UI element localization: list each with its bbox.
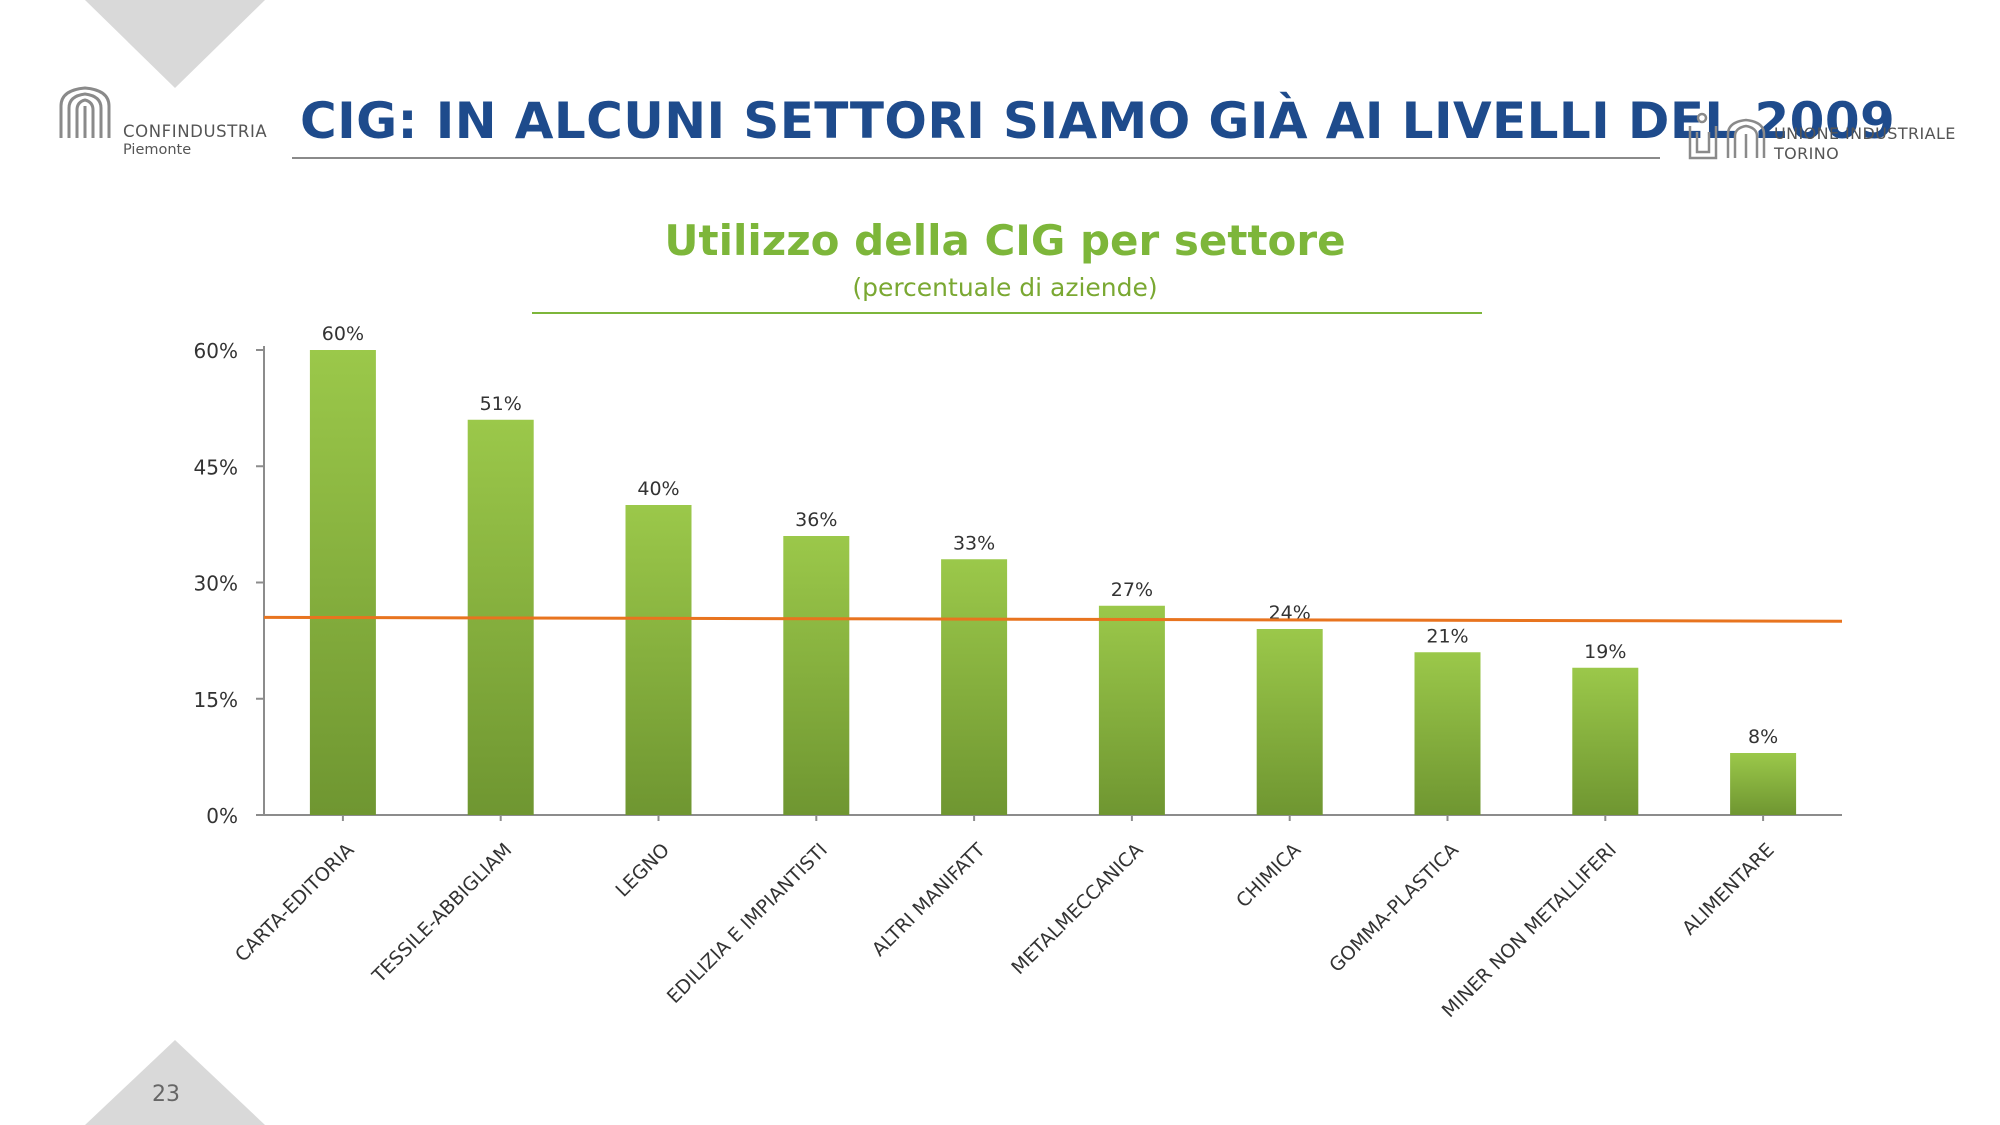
- data-label: 21%: [1426, 625, 1468, 647]
- confindustria-emblem-icon: [59, 86, 111, 138]
- slide-title: CIG: IN ALCUNI SETTORI SIAMO GIÀ AI LIVE…: [300, 92, 1896, 150]
- category-label: METALMECCANICA: [1007, 839, 1147, 979]
- title-divider: [292, 157, 1660, 159]
- bar: [783, 536, 850, 815]
- data-label: 60%: [322, 323, 364, 345]
- y-tick-label: 60%: [194, 339, 238, 363]
- data-label: 8%: [1748, 726, 1778, 748]
- page-number: 23: [152, 1082, 180, 1107]
- unione-industriale-emblem-icon: [1688, 112, 1766, 160]
- top-corner-triangle: [85, 0, 265, 88]
- confindustria-region: Piemonte: [123, 142, 192, 158]
- chart-title-divider: [532, 312, 1482, 314]
- data-label: 51%: [480, 393, 522, 415]
- y-tick-label: 0%: [206, 804, 238, 828]
- category-label: MINER NON METALLIFERI: [1438, 839, 1621, 1022]
- bar: [1098, 605, 1165, 815]
- category-label: CARTA-EDITORIA: [231, 839, 358, 966]
- chart-subtitle: (percentuale di aziende): [852, 273, 1158, 302]
- bar: [1572, 667, 1639, 815]
- y-tick-label: 15%: [194, 688, 238, 712]
- category-label: GOMMA-PLASTICA: [1325, 839, 1463, 977]
- data-label: 40%: [637, 478, 679, 500]
- bar: [625, 505, 692, 815]
- bottom-corner-triangle: [85, 1040, 265, 1125]
- category-label: ALTRI MANIFATT: [868, 839, 990, 961]
- average-reference-line: [263, 615, 1843, 623]
- category-label: LEGNO: [611, 839, 674, 902]
- data-label: 27%: [1111, 579, 1153, 601]
- unione-industriale-logo: UNIONE INDUSTRIALE TORINO: [1688, 112, 1988, 172]
- y-tick-label: 45%: [194, 455, 238, 479]
- unione-industriale-line1: UNIONE INDUSTRIALE: [1774, 124, 1956, 143]
- category-label: CHIMICA: [1232, 839, 1305, 912]
- confindustria-logo: CONFINDUSTRIA Piemonte: [55, 84, 285, 164]
- bar: [1256, 629, 1323, 815]
- data-label: 36%: [795, 509, 837, 531]
- category-label: EDILIZIA E IMPIANTISTI: [663, 839, 832, 1008]
- bar: [1730, 753, 1797, 815]
- data-label: 19%: [1584, 641, 1626, 663]
- bar: [941, 559, 1008, 815]
- bar: [1414, 652, 1481, 815]
- unione-industriale-line2: TORINO: [1774, 144, 1840, 163]
- chart-title: Utilizzo della CIG per settore: [664, 216, 1346, 265]
- confindustria-brand: CONFINDUSTRIA: [123, 122, 268, 141]
- bar: [309, 350, 376, 815]
- category-label: ALIMENTARE: [1678, 839, 1779, 940]
- category-label: TESSILE-ABBIGLIAM: [368, 839, 517, 988]
- data-label: 33%: [953, 532, 995, 554]
- y-tick-label: 30%: [194, 572, 238, 596]
